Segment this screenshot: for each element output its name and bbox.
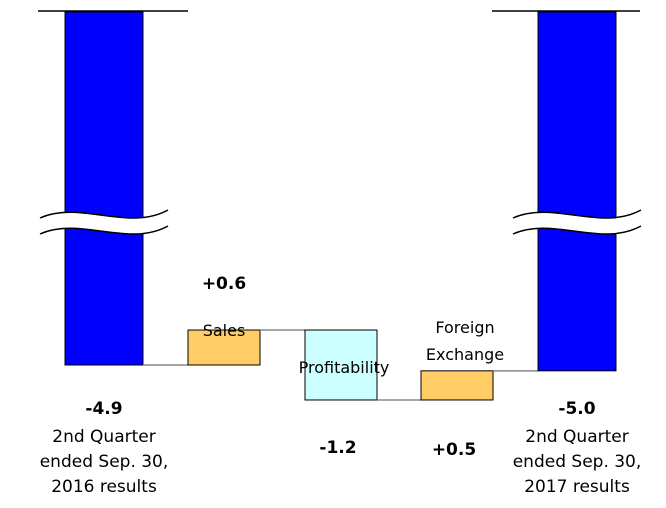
foreign-exchange-caption-line: Exchange: [426, 345, 504, 364]
end-caption-line: 2nd Quarter: [525, 427, 628, 447]
profitability-caption: Profitability: [299, 358, 390, 377]
axis-break-line: [512, 225, 642, 235]
step-bar-foreign-exchange: [420, 370, 494, 401]
sales-caption: Sales: [203, 321, 246, 340]
start-caption-line: ended Sep. 30,: [40, 452, 169, 472]
start-caption-line: 2016 results: [51, 477, 157, 497]
end-caption-line: 2017 results: [524, 477, 630, 497]
axis-break-line: [512, 209, 642, 219]
start-bar: [64, 11, 144, 366]
axis-break-line: [39, 209, 169, 219]
step-bar-sales: [187, 329, 261, 366]
foreign-exchange-caption-line: Foreign: [435, 318, 494, 337]
step-bar-profitability: [304, 329, 378, 401]
axis-break-line: [39, 225, 169, 235]
start-value-label: -4.9: [85, 399, 122, 419]
sales-value-label: +0.6: [202, 274, 246, 294]
end-bar: [537, 11, 617, 372]
end-caption-line: ended Sep. 30,: [513, 452, 642, 472]
profitability-value-label: -1.2: [319, 438, 356, 458]
start-caption-line: 2nd Quarter: [52, 427, 155, 447]
end-value-label: -5.0: [558, 399, 595, 419]
foreign-exchange-value-label: +0.5: [432, 440, 476, 460]
